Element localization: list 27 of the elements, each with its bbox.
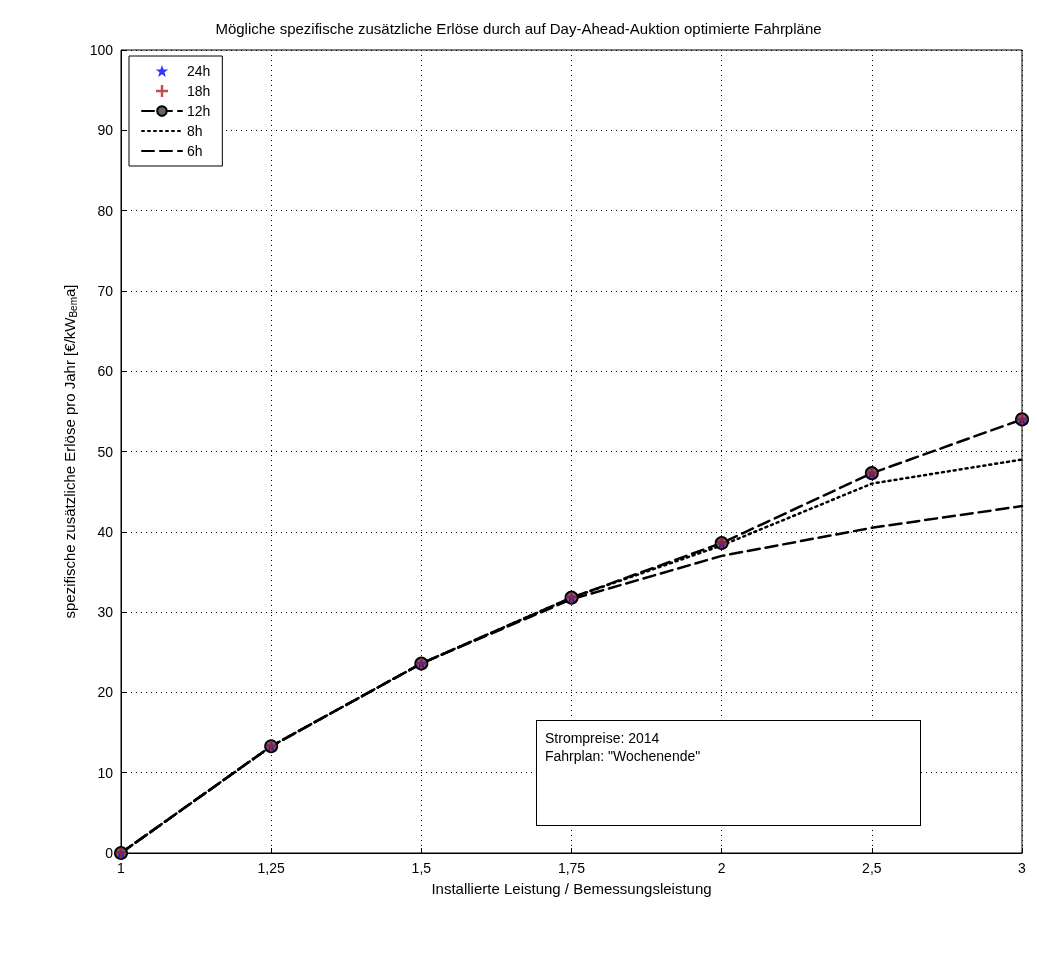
legend-label: 12h <box>187 103 211 119</box>
y-tick-label: 10 <box>97 764 114 781</box>
y-tick-label: 40 <box>97 523 114 540</box>
legend-label: 18h <box>187 83 211 99</box>
x-tick-label: 3 <box>1018 860 1027 876</box>
legend-label: 8h <box>187 123 203 139</box>
y-tick-label: 60 <box>97 363 114 380</box>
chart-title: Mögliche spezifische zusätzliche Erlöse durch auf Day-Ahead-Auktion optimierte Fahrpläne <box>215 20 822 37</box>
note-box: Strompreise: 2014 Fahrplan: "Wochenende" <box>536 720 921 826</box>
y-axis-title: spezifische zusätzliche Erlöse pro Jahr [€/kWBema] <box>61 284 80 619</box>
x-tick-label: 1 <box>117 860 126 876</box>
y-tick-label: 80 <box>97 202 114 219</box>
y-tick-label: 100 <box>89 42 114 58</box>
x-tick-label: 1,25 <box>257 860 285 876</box>
x-tick-label: 2 <box>717 860 726 876</box>
y-tick-label: 20 <box>97 684 114 701</box>
legend-label: 24h <box>187 63 211 79</box>
x-tick-label: 2,5 <box>862 860 882 876</box>
y-tick-label: 0 <box>105 845 114 861</box>
x-axis-title: Installierte Leistung / Bemessungsleistung <box>431 880 712 897</box>
y-tick-label: 70 <box>97 282 114 299</box>
legend-label: 6h <box>187 143 203 159</box>
x-tick-label: 1,5 <box>411 860 432 876</box>
y-tick-label: 30 <box>97 604 114 621</box>
y-tick-label: 50 <box>97 443 114 460</box>
x-tick-label: 1,75 <box>557 860 586 876</box>
y-tick-label: 90 <box>97 122 114 139</box>
